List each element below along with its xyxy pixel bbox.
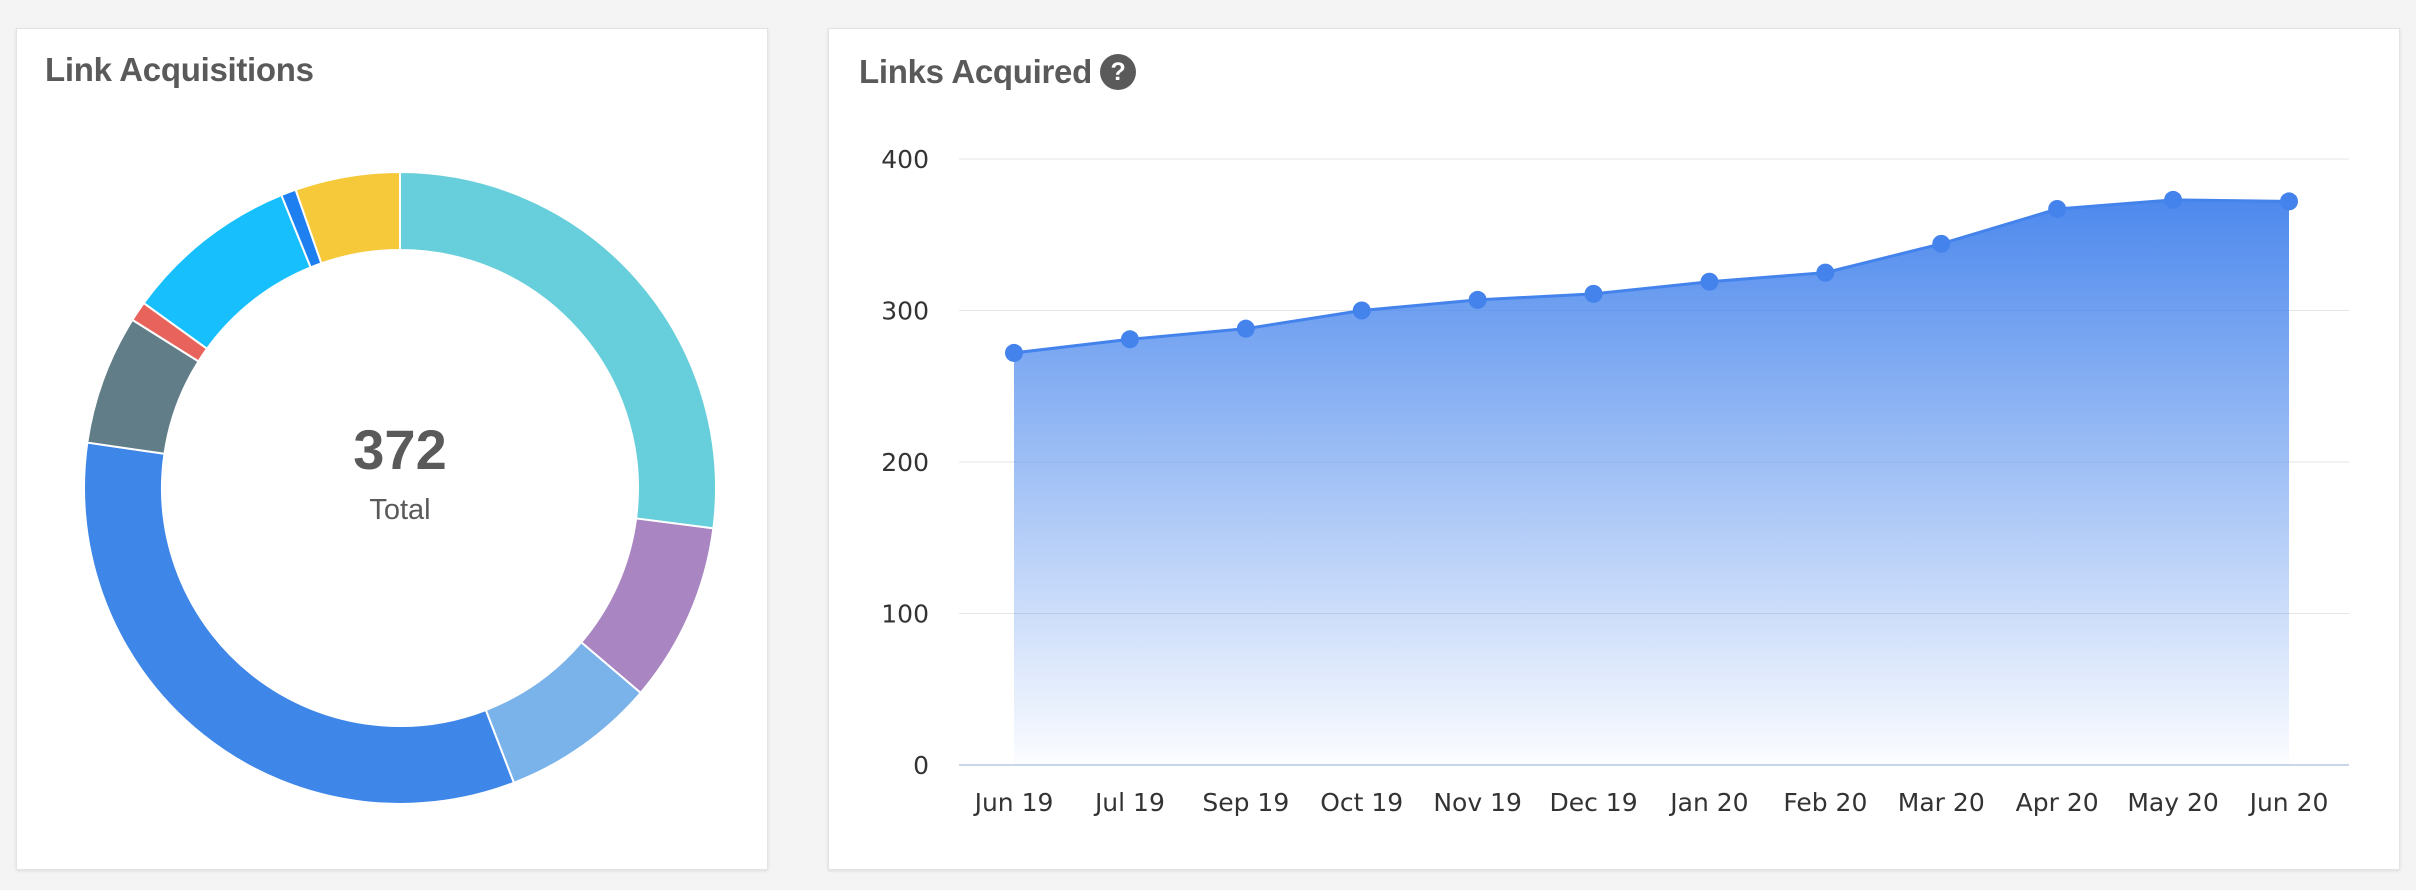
series-line-layer <box>1013 198 2290 355</box>
donut-slice-9[interactable] <box>294 170 401 265</box>
data-point-jul-19[interactable] <box>1120 330 1139 349</box>
x-tick-label: Jun 19 <box>973 788 1054 817</box>
x-tick-label: Mar 20 <box>1898 788 1985 817</box>
y-tick-label: 400 <box>881 145 929 174</box>
area-fill-layer <box>1014 199 2289 765</box>
x-tick-label: May 20 <box>2127 788 2218 817</box>
x-tick-label: Feb 20 <box>1783 788 1867 817</box>
link-acquisitions-card: Link Acquisitions 372 Total <box>16 28 768 870</box>
donut-total-label: Total <box>369 494 430 526</box>
data-point-dec-19[interactable] <box>1584 284 1603 303</box>
donut-slice-4[interactable] <box>83 441 516 805</box>
x-tick-label: Sep 19 <box>1202 788 1289 817</box>
x-tick-label: Dec 19 <box>1549 788 1637 817</box>
data-point-feb-20[interactable] <box>1816 263 1835 282</box>
donut-total-value: 372 <box>353 418 446 481</box>
x-tick-label: Jun 20 <box>2248 788 2329 817</box>
data-points <box>1005 190 2298 362</box>
data-point-oct-19[interactable] <box>1352 301 1371 320</box>
x-tick-label: Oct 19 <box>1320 788 1403 817</box>
x-tick-label: Jan 20 <box>1668 788 1748 817</box>
x-tick-label: Jul 19 <box>1093 788 1165 817</box>
data-point-apr-20[interactable] <box>2048 199 2067 218</box>
y-tick-label: 100 <box>881 600 929 629</box>
donut-slices <box>83 170 717 805</box>
data-point-jan-20[interactable] <box>1700 272 1719 291</box>
links-acquired-card: Links Acquired ? 0 100 200 300 400 Jun 19 Jul… <box>828 28 2400 870</box>
series-area <box>1014 199 2289 765</box>
x-tick-label: Nov 19 <box>1433 788 1522 817</box>
x-axis-ticks: Jun 19 Jul 19 Sep 19 Oct 19 Nov 19 Dec 19 Jan … <box>973 788 2329 817</box>
x-tick-label: Apr 20 <box>2016 788 2099 817</box>
y-tick-label: 0 <box>913 751 929 780</box>
link-acquisitions-title: Link Acquisitions <box>45 51 314 88</box>
series-line <box>1013 198 2290 355</box>
data-point-mar-20[interactable] <box>1932 234 1951 253</box>
y-axis-ticks: 0 100 200 300 400 <box>881 145 929 780</box>
link-acquisitions-donut-chart: 372 Total <box>83 170 717 805</box>
links-acquired-title: Links Acquired <box>859 53 1092 90</box>
donut-slice-1[interactable] <box>399 170 717 530</box>
links-acquired-header: Links Acquired ? <box>859 53 1136 91</box>
data-point-nov-19[interactable] <box>1468 290 1487 309</box>
question-circle-icon[interactable]: ? <box>1099 54 1136 90</box>
y-tick-label: 200 <box>881 448 929 477</box>
data-point-jun-20[interactable] <box>2280 192 2298 211</box>
y-tick-label: 300 <box>881 297 929 326</box>
data-point-may-20[interactable] <box>2164 190 2183 209</box>
data-point-jun-19[interactable] <box>1005 343 1023 362</box>
data-point-sep-19[interactable] <box>1236 319 1255 338</box>
links-acquired-area-chart: 0 100 200 300 400 Jun 19 Jul 19 Sep 19 Oct 19 No… <box>881 145 2349 817</box>
